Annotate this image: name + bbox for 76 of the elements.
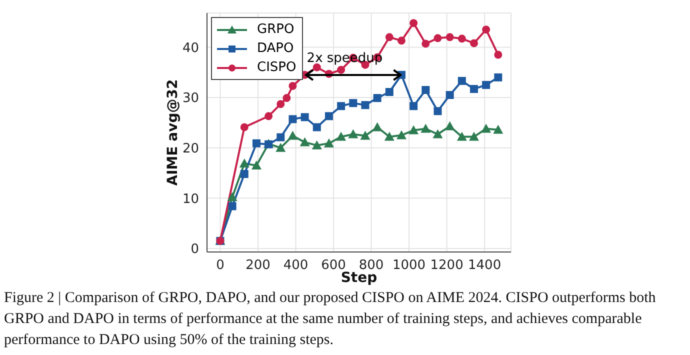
y-tick-label: 30: [182, 91, 199, 106]
point: [410, 19, 418, 28]
point: [482, 80, 490, 89]
point: [397, 36, 406, 45]
point: [432, 129, 443, 138]
point: [228, 202, 236, 210]
point: [264, 112, 273, 120]
point: [493, 124, 504, 134]
y-axis-title: AIME avg@32: [164, 79, 181, 186]
point: [288, 115, 297, 124]
point: [239, 158, 250, 168]
point: [288, 82, 297, 90]
point: [373, 94, 382, 102]
y-tick-label: 20: [182, 141, 199, 156]
point: [434, 34, 442, 42]
point: [276, 133, 285, 142]
point: [410, 102, 418, 110]
point: [470, 39, 478, 48]
point: [312, 123, 321, 132]
point: [456, 132, 467, 141]
point: [396, 130, 406, 140]
legend-label: DAPO: [257, 41, 294, 56]
point: [240, 123, 248, 132]
point: [348, 129, 358, 138]
point: [227, 192, 238, 202]
point: [494, 50, 502, 59]
legend-label: GRPO: [257, 22, 294, 37]
point: [422, 40, 430, 48]
point: [494, 73, 502, 82]
legend-label: CISPO: [257, 60, 296, 75]
y-tick-label: 40: [182, 40, 199, 56]
point: [288, 130, 298, 140]
point: [276, 100, 285, 108]
caption: Figure 2 | Comparison of GRPO, DAPO, and our proposed CISPO on AIME 2024. CISPO outperforms both GRPO and DAPO in terms of performance at the same number of training steps, and achieves comparable performance to DAPO using 50% of the training steps.: [4, 289, 657, 350]
point: [444, 121, 455, 130]
point: [300, 113, 309, 122]
point: [360, 130, 370, 140]
x-tick-label: 0: [216, 258, 224, 274]
point: [312, 63, 321, 72]
point: [468, 132, 479, 141]
point: [384, 132, 394, 141]
point: [324, 112, 333, 120]
point: [312, 140, 322, 150]
point: [470, 84, 478, 93]
point: [361, 101, 370, 110]
point: [252, 139, 260, 148]
x-tick-label: 1200: [430, 258, 464, 274]
point: [458, 76, 466, 85]
point: [337, 66, 346, 74]
x-tick-label: 400: [283, 258, 308, 274]
point: [481, 124, 492, 133]
point: [324, 138, 334, 148]
point: [300, 137, 310, 146]
point: [420, 124, 431, 133]
point: [385, 88, 394, 96]
point: [482, 26, 490, 34]
point: [251, 160, 262, 170]
x-tick-label: 1400: [468, 258, 502, 274]
point: [446, 33, 454, 42]
point: [446, 91, 454, 100]
y-tick-label: 0: [190, 242, 199, 258]
point: [422, 86, 430, 94]
point: [337, 102, 346, 110]
point: [434, 107, 442, 116]
point: [282, 94, 291, 102]
point: [408, 125, 419, 134]
point: [372, 122, 382, 132]
point: [349, 99, 358, 108]
point: [385, 33, 394, 42]
point: [336, 132, 346, 141]
point: [276, 142, 286, 152]
point: [240, 170, 248, 178]
point: [458, 34, 466, 43]
x-tick-label: 1000: [392, 258, 426, 274]
x-tick-label: 200: [246, 258, 270, 274]
y-tick-label: 10: [182, 192, 199, 207]
